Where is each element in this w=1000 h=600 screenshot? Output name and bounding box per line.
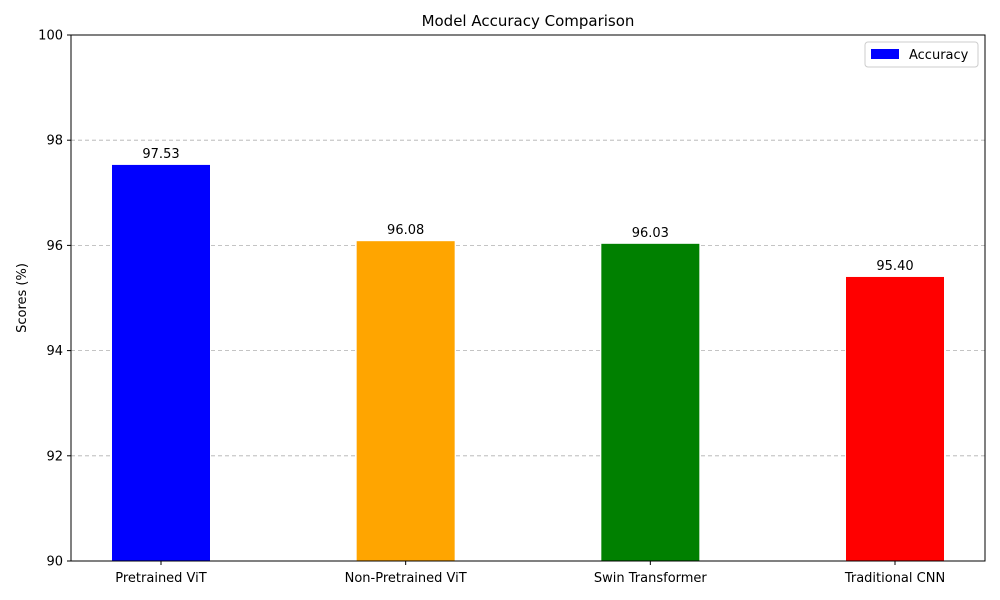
plot-frame [70, 34, 986, 562]
legend-swatch [871, 49, 899, 59]
x-tick-label: Non-Pretrained ViT [345, 571, 467, 586]
y-tick-label: 100 [38, 29, 63, 44]
x-tick-label: Traditional CNN [844, 571, 945, 586]
data-label: 96.03 [632, 226, 669, 241]
y-tick-label: 90 [46, 555, 63, 570]
bar-pretrained-vit [112, 164, 210, 561]
legend-box [864, 41, 979, 68]
legend: Accuracy [864, 41, 979, 68]
x-tick-label: Swin Transformer [594, 571, 708, 586]
y-tick-label: 96 [46, 239, 63, 254]
y-tick-label: 94 [46, 344, 63, 359]
bar-non-pretrained-vit [356, 241, 455, 561]
y-tick-label: 98 [46, 134, 63, 149]
bar-swin-transformer [601, 243, 700, 561]
data-labels: 97.53 96.08 96.03 95.40 [142, 147, 913, 274]
x-tick-label: Pretrained ViT [115, 571, 207, 586]
data-label: 97.53 [142, 147, 179, 162]
y-axis-label: Scores (%) [15, 263, 30, 333]
data-label: 95.40 [876, 259, 913, 274]
y-axis-ticks: 90 92 94 96 98 100 [38, 29, 71, 570]
x-axis-ticks: Pretrained ViT Non-Pretrained ViT Swin Tra… [115, 561, 945, 586]
data-label: 96.08 [387, 223, 424, 238]
chart-title: Model Accuracy Comparison [422, 12, 635, 30]
legend-entry-accuracy: Accuracy [909, 48, 969, 63]
bars [112, 164, 944, 561]
y-tick-label: 92 [46, 449, 63, 464]
bar-traditional-cnn [846, 276, 944, 561]
gridlines [71, 139, 985, 457]
